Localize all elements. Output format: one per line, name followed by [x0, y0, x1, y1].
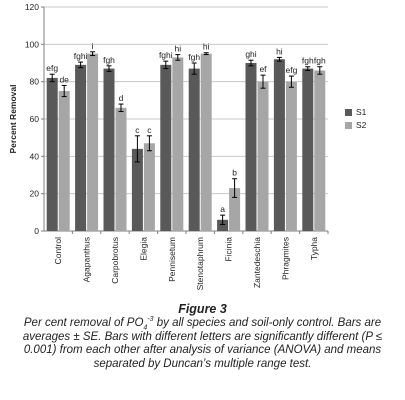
x-category-label: Elegia [138, 237, 148, 261]
significance-letter: hi [276, 46, 283, 56]
significance-letter: fghi [159, 50, 173, 60]
bar-s2 [314, 70, 326, 231]
gridlines [44, 6, 328, 232]
bar-s2 [172, 57, 184, 232]
y-tick-label: 40 [30, 151, 40, 161]
significance-letter: fgh [302, 56, 314, 66]
significance-letter: c [135, 125, 140, 135]
significance-letter: c [147, 125, 152, 135]
bar-s1 [302, 68, 314, 231]
figure-title: Figure 3 [178, 302, 227, 316]
bar-s1 [46, 77, 58, 231]
significance-letter: ef [259, 64, 267, 74]
legend-label-s1: S1 [356, 107, 367, 117]
bar-s1 [160, 64, 172, 231]
significance-letter: fgh [103, 55, 115, 65]
y-tick-label: 120 [25, 2, 39, 12]
x-category-label: Carpobrotus [110, 237, 120, 284]
y-tick-label: 80 [30, 77, 40, 87]
significance-letter: b [232, 168, 237, 178]
significance-letter: hi [174, 44, 181, 54]
bar-s1 [245, 63, 257, 231]
significance-letter: efg [285, 65, 297, 75]
caption-subscript: 4 [143, 324, 148, 332]
bar-s2 [257, 81, 269, 232]
bar-s1 [131, 148, 143, 231]
bar-s2 [200, 53, 212, 231]
bar-s2 [143, 143, 155, 231]
figure-caption: Figure 3 Per cent removal of PO4-3 by al… [0, 302, 405, 371]
bar-s2 [58, 91, 70, 231]
y-axis-label: Percent Removal [8, 85, 18, 154]
significance-letter: hi [203, 42, 210, 52]
x-category-label: Agapanthus [82, 237, 92, 282]
significance-letter: fgh [314, 56, 326, 66]
significance-letter: fghi [74, 51, 88, 61]
bar-s1 [273, 59, 285, 232]
x-category-label: Typha [309, 237, 319, 260]
caption-text: Per cent removal of PO4-3 by all species… [0, 316, 405, 371]
caption-line1-post: by all species and soil-only control. [153, 317, 335, 329]
significance-letter: efg [46, 63, 58, 73]
bar-s2 [115, 107, 127, 231]
y-tick-label: 0 [34, 226, 39, 236]
bar-s1 [188, 68, 200, 231]
bar-s2 [229, 188, 241, 231]
x-category-label: Stenotaphrum [195, 237, 205, 290]
bar-s2 [285, 81, 297, 232]
significance-letter: ghi [245, 49, 256, 59]
significance-letter: i [92, 41, 94, 51]
bars [46, 51, 326, 232]
bar-s2 [87, 53, 99, 231]
caption-line1-pre: Per cent removal of PO [23, 317, 144, 329]
x-category-label: Control [53, 237, 63, 265]
caption-superscript: -3 [147, 316, 154, 324]
y-tick-label: 60 [30, 114, 40, 124]
y-tick-label: 20 [30, 189, 40, 199]
caption-line2: Bars are averages ± SE. Bars with differ… [22, 317, 383, 370]
legend-label-s2: S2 [356, 120, 367, 130]
bar-s1 [217, 219, 229, 231]
legend-swatch-s1 [345, 109, 352, 116]
significance-letter: a [220, 204, 225, 214]
x-category-label: Pennisetum [167, 237, 177, 282]
bar-s1 [103, 68, 115, 231]
significance-letter: fgh [188, 52, 200, 62]
x-category-label: Ficinia [224, 237, 234, 262]
significance-letter: d [119, 93, 124, 103]
y-tick-label: 100 [25, 39, 39, 49]
legend-swatch-s2 [345, 122, 352, 129]
x-category-label: Zantedeschia [252, 237, 262, 288]
x-category-label: Phragmites [280, 237, 290, 280]
bar-chart: 0 20 40 60 80 100 120 Percent Removal Control Aga… [8, 2, 367, 290]
significance-letter: de [59, 74, 69, 84]
bar-s1 [75, 64, 87, 231]
